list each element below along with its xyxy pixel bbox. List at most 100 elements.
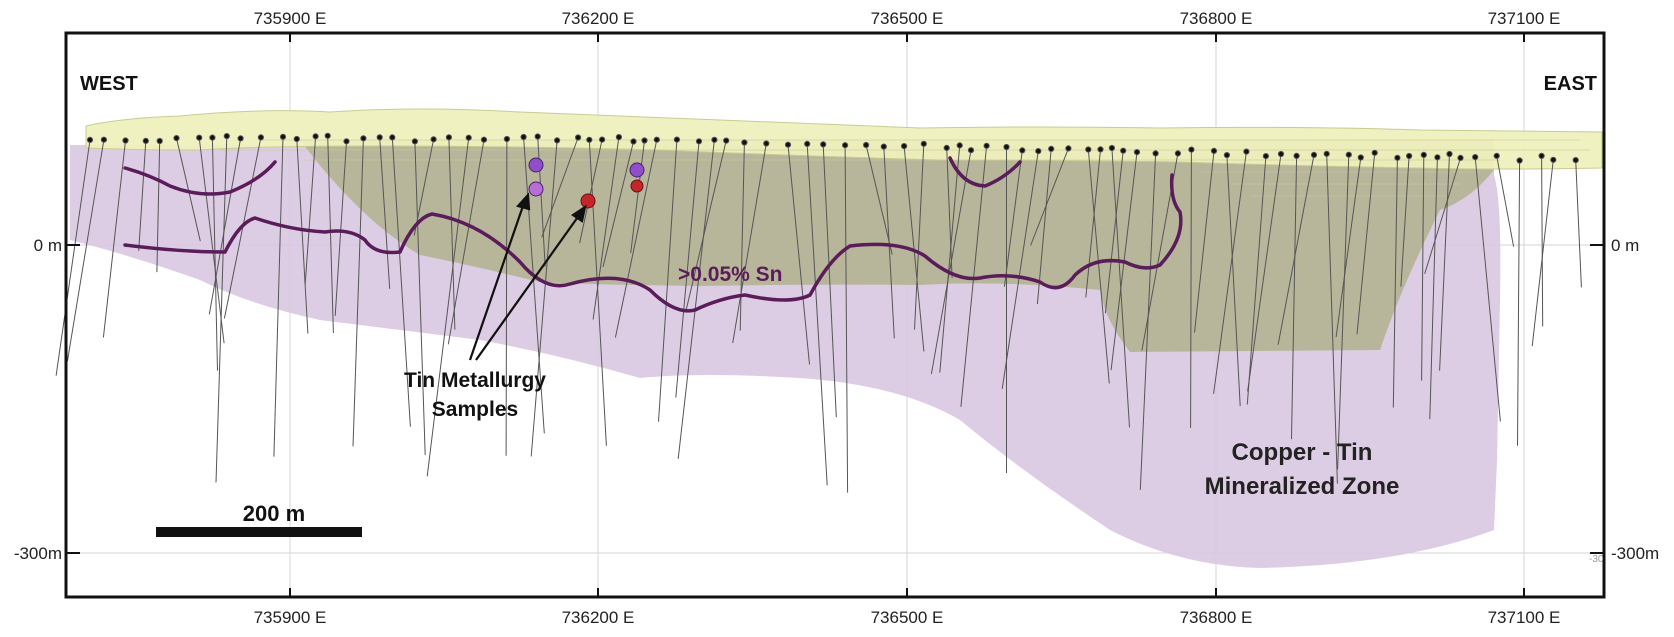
drillhole-trace [939,145,961,373]
scale-bar [156,527,362,537]
drillhole-trace [1030,148,1069,246]
drillhole-trace [1517,160,1521,446]
drillhole-trace [414,141,426,456]
drillhole-collar [653,136,660,143]
drillhole-collar [1572,157,1579,164]
drillhole-trace [198,137,225,344]
drillhole-trace [505,138,508,456]
easting-tick-label: 736500 E [871,9,944,28]
sample-marker [580,193,596,209]
drillhole-collar [1003,143,1010,151]
drillhole-collar [173,135,180,142]
drillhole-trace [1213,151,1247,394]
drillhole-collar [1108,144,1116,152]
sn-contour-label: >0.05% Sn [678,263,782,286]
drillhole-trace [883,146,895,339]
drillhole-collar [967,147,975,154]
drillhole-collar [1174,150,1182,157]
drillhole-collar [122,137,129,144]
drillhole-trace [448,137,456,330]
drillhole-trace [1337,154,1350,470]
drillhole-trace [822,144,837,418]
drillhole-trace [304,136,317,285]
drillhole-collar [599,136,606,143]
drillhole-trace [102,140,126,338]
drillhole-trace [1001,151,1039,389]
drillhole-trace [1575,160,1582,288]
drillhole-collar [1472,154,1479,161]
drillhole-trace [588,139,607,446]
drillhole-trace [426,137,470,477]
drillhole-collar [1457,154,1464,161]
drillhole-collar [343,138,350,145]
drillhole-collar [901,143,908,150]
topography-band [85,108,1603,170]
drillhole-trace [675,141,700,398]
drillhole-trace [865,144,893,255]
samples-label-line2: Samples [432,398,518,421]
sample-arrows [468,192,587,361]
drillhole-collar [1420,151,1427,158]
east-label: EAST [1544,73,1597,95]
drillhole-trace [677,139,715,459]
west-label: WEST [80,73,138,95]
drillhole-collar [1243,148,1250,155]
drillhole-collar [1357,154,1364,161]
drillhole-collar [376,134,383,141]
drillhole-trace [1246,156,1267,405]
drillhole-trace [1226,155,1241,407]
drillhole-trace [379,137,391,289]
drillhole-collar [1550,156,1557,163]
drillhole-collar [763,140,770,147]
drillhole-trace [413,139,435,236]
drillhole-trace [914,143,925,330]
drillhole-collar [673,136,681,143]
drillhole-trace [579,139,603,244]
drillhole-collar [630,138,637,145]
zone-label-line2: Mineralized Zone [1205,473,1400,500]
drillhole-trace [541,137,579,238]
drillhole-collar [465,134,472,141]
drillhole-trace [806,143,828,486]
drillhole-collar [312,133,319,140]
drillhole-trace [1104,150,1124,314]
drillhole-collar [1310,151,1318,158]
drillhole-collar [820,141,827,148]
drillhole-trace [930,150,972,374]
drillhole-collar [842,142,849,149]
drillhole-trace [334,141,347,316]
drillhole-trace [1496,155,1515,247]
drillhole-trace [1392,157,1398,408]
samples-label-line1: Tin Metallurgy [404,369,546,392]
drillhole-collar [554,137,561,144]
drillhole-trace [1087,149,1110,384]
drillhole-trace [1247,153,1282,392]
drillhole-trace [1421,154,1425,381]
drillhole-collar [1048,145,1055,152]
drillhole-trace [1194,150,1215,333]
drillhole-trace [1356,152,1376,335]
drillhole-collar [520,133,527,141]
drillhole-collar [196,134,203,141]
drillhole-collar [804,140,811,147]
drillhole-collar [1035,148,1042,155]
drillhole-trace [1085,149,1101,298]
drillhole-trace [176,137,201,242]
drillhole-trace [296,138,309,334]
drillhole-collar [1262,153,1270,160]
drillhole-collar [943,144,950,151]
drillhole-collar [741,139,748,146]
drillhole-collar [1434,154,1441,161]
drillhole-trace [1291,155,1298,440]
drillhole-collar [503,135,510,143]
drillhole-trace [1424,157,1461,274]
sn-contour-upper-central [948,156,1022,188]
drillhole-trace [55,139,91,376]
drillhole-trace [739,142,745,331]
easting-tick-label: 736500 E [871,608,944,627]
drillhole-trace [1003,150,1023,287]
drillhole-collar [142,137,149,144]
drillhole-collar [257,134,264,141]
drillhole-collar [695,138,703,145]
drillhole-collar [1277,150,1285,158]
